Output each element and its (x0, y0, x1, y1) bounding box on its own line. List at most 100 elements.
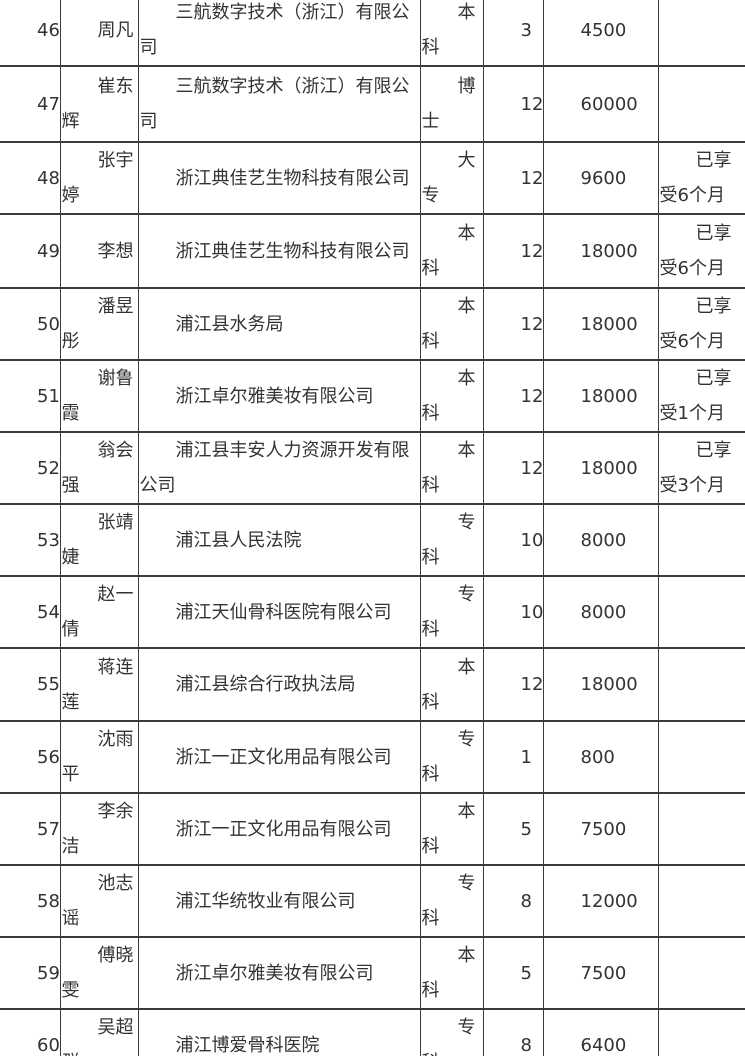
cell-employer-company: 浙江卓尔雅美妆有限公司 (137, 359, 421, 433)
cell-serial-number: 60 (0, 1008, 61, 1056)
cell-education-level: 本科 (419, 936, 484, 1010)
table-row: 49 李想 浙江典佳艺生物科技有限公司 本科 12 18000 已享受6个月 (0, 213, 745, 289)
cell-remark (657, 503, 745, 577)
cell-employee-name: 傅晓雯 (59, 936, 139, 1010)
cell-employer-company: 浦江县综合行政执法局 (137, 647, 421, 722)
cell-remark (657, 792, 745, 866)
cell-employee-name: 张靖婕 (59, 503, 139, 577)
cell-employee-name: 蒋连莲 (59, 647, 139, 722)
cell-months-count: 8 (482, 1008, 544, 1056)
cell-employee-name: 潘昱彤 (59, 287, 139, 361)
table-row: 60 吴超群 浦江博爱骨科医院 专科 8 6400 (0, 1008, 745, 1056)
cell-subsidy-amount: 800 (542, 720, 659, 794)
cell-remark (657, 647, 745, 722)
cell-remark (657, 0, 745, 67)
cell-serial-number: 47 (0, 65, 61, 143)
cell-employer-company: 浦江博爱骨科医院 (137, 1008, 421, 1056)
cell-employer-company: 三航数字技术（浙江）有限公司 (137, 65, 421, 143)
table-row: 58 池志谣 浦江华统牧业有限公司 专科 8 12000 (0, 864, 745, 938)
cell-employee-name: 赵一倩 (59, 575, 139, 649)
cell-months-count: 12 (482, 213, 544, 289)
cell-serial-number: 53 (0, 503, 61, 577)
cell-employee-name: 周凡 (59, 0, 139, 67)
cell-education-level: 专科 (419, 575, 484, 649)
cell-employer-company: 浦江县水务局 (137, 287, 421, 361)
cell-employer-company: 浦江天仙骨科医院有限公司 (137, 575, 421, 649)
cell-remark: 已享受1个月 (657, 359, 745, 433)
cell-education-level: 专科 (419, 720, 484, 794)
cell-serial-number: 49 (0, 213, 61, 289)
table-row: 47 崔东辉 三航数字技术（浙江）有限公司 博士 12 60000 (0, 65, 745, 143)
table-row: 48 张宇婷 浙江典佳艺生物科技有限公司 大专 12 9600 已享受6个月 (0, 141, 745, 215)
cell-employee-name: 崔东辉 (59, 65, 139, 143)
cell-education-level: 博士 (419, 65, 484, 143)
cell-subsidy-amount: 60000 (542, 65, 659, 143)
cell-subsidy-amount: 9600 (542, 141, 659, 215)
cell-employer-company: 浦江县丰安人力资源开发有限公司 (137, 431, 421, 505)
cell-education-level: 专科 (419, 1008, 484, 1056)
table-row: 53 张靖婕 浦江县人民法院 专科 10 8000 (0, 503, 745, 577)
cell-subsidy-amount: 12000 (542, 864, 659, 938)
cell-employer-company: 浦江华统牧业有限公司 (137, 864, 421, 938)
cell-serial-number: 52 (0, 431, 61, 505)
cell-months-count: 12 (482, 141, 544, 215)
cell-serial-number: 58 (0, 864, 61, 938)
cell-employer-company: 浙江卓尔雅美妆有限公司 (137, 936, 421, 1010)
cell-education-level: 专科 (419, 503, 484, 577)
cell-subsidy-amount: 7500 (542, 792, 659, 866)
cell-months-count: 3 (482, 0, 544, 67)
cell-months-count: 5 (482, 792, 544, 866)
cell-months-count: 12 (482, 287, 544, 361)
cell-months-count: 12 (482, 431, 544, 505)
cell-months-count: 10 (482, 575, 544, 649)
cell-employee-name: 李想 (59, 213, 139, 289)
cell-employee-name: 沈雨平 (59, 720, 139, 794)
cell-remark (657, 720, 745, 794)
cell-subsidy-amount: 18000 (542, 213, 659, 289)
cell-subsidy-amount: 6400 (542, 1008, 659, 1056)
cell-serial-number: 56 (0, 720, 61, 794)
cell-remark: 已享受6个月 (657, 141, 745, 215)
cell-subsidy-amount: 18000 (542, 287, 659, 361)
cell-education-level: 本科 (419, 359, 484, 433)
cell-remark: 已享受6个月 (657, 213, 745, 289)
cell-remark (657, 1008, 745, 1056)
cell-remark (657, 575, 745, 649)
cell-serial-number: 46 (0, 0, 61, 67)
cell-months-count: 5 (482, 936, 544, 1010)
cell-education-level: 本科 (419, 0, 484, 67)
cell-employee-name: 李余洁 (59, 792, 139, 866)
table-row: 54 赵一倩 浦江天仙骨科医院有限公司 专科 10 8000 (0, 575, 745, 649)
cell-subsidy-amount: 8000 (542, 503, 659, 577)
cell-subsidy-amount: 18000 (542, 647, 659, 722)
cell-months-count: 12 (482, 359, 544, 433)
cell-subsidy-amount: 7500 (542, 936, 659, 1010)
cell-serial-number: 54 (0, 575, 61, 649)
cell-employee-name: 翁会强 (59, 431, 139, 505)
cell-employer-company: 浙江典佳艺生物科技有限公司 (137, 141, 421, 215)
table-row: 57 李余洁 浙江一正文化用品有限公司 本科 5 7500 (0, 792, 745, 866)
cell-education-level: 本科 (419, 287, 484, 361)
cell-subsidy-amount: 18000 (542, 431, 659, 505)
cell-remark (657, 864, 745, 938)
cell-subsidy-amount: 4500 (542, 0, 659, 67)
cell-employer-company: 三航数字技术（浙江）有限公司 (137, 0, 421, 67)
cell-employer-company: 浙江典佳艺生物科技有限公司 (137, 213, 421, 289)
cell-education-level: 专科 (419, 864, 484, 938)
cell-months-count: 10 (482, 503, 544, 577)
cell-subsidy-amount: 18000 (542, 359, 659, 433)
cell-remark: 已享受3个月 (657, 431, 745, 505)
cell-subsidy-amount: 8000 (542, 575, 659, 649)
cell-serial-number: 55 (0, 647, 61, 722)
cell-education-level: 本科 (419, 213, 484, 289)
cell-serial-number: 57 (0, 792, 61, 866)
table-row: 50 潘昱彤 浦江县水务局 本科 12 18000 已享受6个月 (0, 287, 745, 361)
cell-remark: 已享受6个月 (657, 287, 745, 361)
cell-serial-number: 50 (0, 287, 61, 361)
cell-education-level: 本科 (419, 647, 484, 722)
cell-employee-name: 谢鲁霞 (59, 359, 139, 433)
cell-employee-name: 张宇婷 (59, 141, 139, 215)
cell-months-count: 12 (482, 65, 544, 143)
cell-education-level: 本科 (419, 431, 484, 505)
